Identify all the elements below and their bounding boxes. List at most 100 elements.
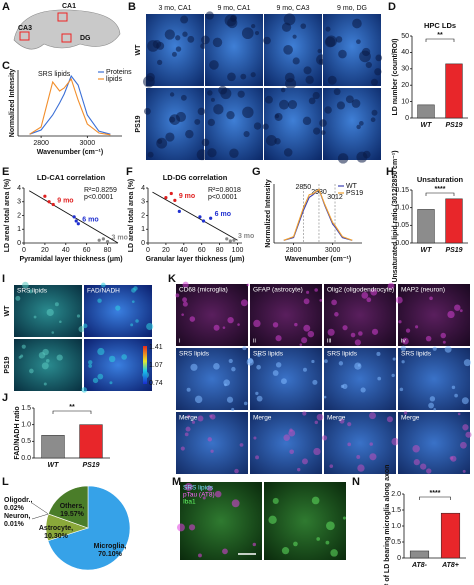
y-tick-label: 0.10 [395, 205, 409, 212]
cell [391, 373, 395, 378]
point [209, 216, 213, 220]
cell [175, 293, 180, 298]
cell [143, 75, 155, 88]
numeral: iii [327, 338, 331, 345]
x-tick-label: 40 [62, 247, 70, 254]
micrograph [176, 348, 248, 410]
y-axis-label: LD area/ total area (%) [4, 179, 11, 253]
cell [164, 29, 175, 40]
cell [240, 73, 247, 80]
point [74, 219, 78, 223]
row-label: WT [135, 44, 142, 56]
cell [222, 548, 228, 555]
micrograph [323, 14, 381, 86]
cell [263, 36, 271, 45]
cell [307, 330, 315, 338]
cell [185, 426, 191, 432]
colorbar [143, 346, 147, 384]
x-axis-label: Wavenumber (cm⁻¹) [285, 256, 351, 263]
channel-label: Merge [253, 415, 272, 422]
cell [297, 467, 301, 472]
cell [202, 496, 206, 500]
significance-bracket [425, 38, 455, 42]
cell [356, 124, 361, 130]
chart-title: HPC LDs [424, 21, 456, 30]
cell [459, 309, 463, 313]
column-header: 3 mo, CA1 [158, 5, 191, 12]
cell [252, 542, 257, 547]
cell [226, 396, 234, 403]
cell [253, 319, 261, 328]
cell [231, 366, 236, 372]
cell [246, 358, 254, 366]
panel-label: L [2, 476, 9, 488]
micrograph [398, 412, 470, 474]
cell [227, 316, 234, 324]
micrograph [264, 482, 346, 560]
micrograph [176, 412, 248, 474]
cell [156, 137, 168, 149]
cell [97, 347, 105, 356]
cell [281, 22, 292, 32]
cell [302, 411, 307, 416]
y-tick-label: 20 [401, 82, 409, 89]
bar [79, 424, 103, 459]
cell [97, 298, 102, 303]
cell [239, 443, 244, 447]
cell [308, 97, 316, 105]
cell [240, 299, 248, 307]
region-box [61, 33, 72, 43]
cell [81, 387, 88, 393]
cell [370, 78, 378, 86]
hippocampus-sketch [13, 9, 121, 50]
x-tick-label: 3000 [80, 140, 96, 147]
cell [115, 305, 121, 311]
panel-label: D [388, 1, 396, 13]
cell [229, 15, 237, 23]
cell [451, 385, 456, 390]
region-box [19, 31, 30, 41]
region-box [57, 12, 68, 22]
channel-label: FAD/NADH [87, 288, 120, 295]
cell [194, 395, 203, 404]
cell [207, 148, 217, 158]
cell [272, 322, 279, 328]
y-tick-label: 2 [141, 212, 145, 219]
y-tick-label: 1.0 [391, 523, 401, 530]
cell [169, 116, 176, 123]
cell [462, 424, 469, 431]
cell [316, 537, 321, 541]
cell [251, 23, 256, 29]
y-axis-label: LD number (count/ROI) [392, 39, 399, 116]
point [232, 238, 236, 242]
point [43, 194, 47, 198]
cell [350, 332, 356, 338]
y-tick-label: 0.5 [391, 539, 401, 546]
x-axis-label: Granular layer thickness (μm) [146, 256, 245, 263]
cell [283, 148, 293, 157]
cell [189, 316, 196, 322]
slice-value: 19.57% [60, 511, 85, 518]
cell [175, 46, 182, 52]
cell [42, 348, 49, 356]
cell [327, 75, 337, 85]
bar [41, 435, 65, 459]
y-axis-label: LD area/ total area (%) [128, 179, 135, 253]
y-axis-label: Normalized Intensity [9, 69, 16, 138]
cell [197, 415, 204, 422]
cell [169, 92, 175, 97]
cell [237, 90, 245, 98]
cell [182, 281, 189, 288]
cell [429, 296, 433, 301]
cell [194, 118, 201, 125]
cell [242, 346, 247, 351]
cell [369, 453, 377, 461]
cell [386, 416, 393, 423]
x-tick-label: 2800 [286, 247, 302, 254]
channel-label: Merge [327, 415, 346, 422]
y-tick-label: 2.0 [391, 491, 401, 498]
cell [59, 320, 62, 324]
cell [20, 354, 24, 358]
cell [180, 15, 189, 24]
